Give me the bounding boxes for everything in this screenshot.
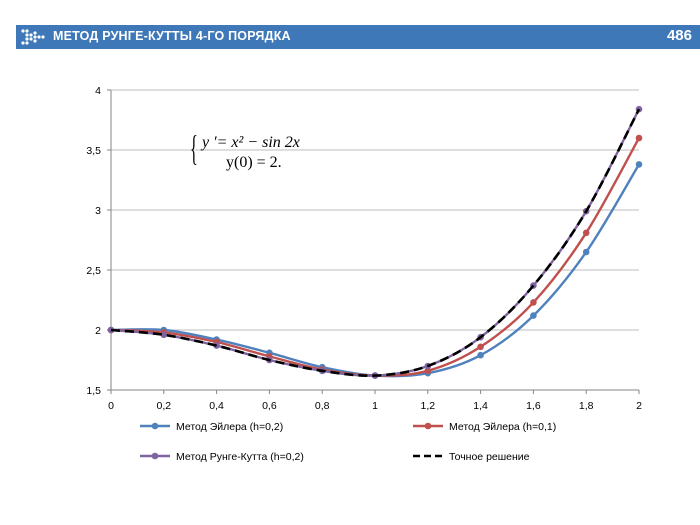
x-tick-label: 1,8 bbox=[579, 400, 594, 412]
legend-marker bbox=[151, 422, 159, 430]
data-point bbox=[424, 367, 432, 375]
x-tick-label: 0,8 bbox=[315, 400, 330, 412]
chevron-arrows-icon bbox=[21, 29, 45, 45]
chart-legend: Метод Эйлера (h=0,2) Метод Эйлера (h=0,1)… bbox=[140, 421, 556, 463]
y-tick-label: 2 bbox=[95, 325, 101, 337]
data-point bbox=[530, 299, 537, 306]
data-point bbox=[530, 312, 537, 319]
y-tick-label: 1,5 bbox=[86, 385, 101, 397]
chart-series bbox=[107, 105, 643, 379]
legend-marker bbox=[424, 422, 432, 430]
x-tick-label: 0 bbox=[108, 400, 114, 412]
data-point bbox=[635, 161, 643, 168]
x-tick-label: 1 bbox=[372, 400, 378, 412]
y-tick-label: 3 bbox=[95, 205, 101, 217]
data-point bbox=[582, 248, 590, 256]
legend-label: Метод Эйлера (h=0,2) bbox=[176, 421, 283, 433]
legend-marker bbox=[151, 452, 159, 460]
series-line-4 bbox=[110, 108, 641, 378]
legend-label: Метод Эйлера (h=0,1) bbox=[449, 421, 556, 433]
y-tick-label: 4 bbox=[95, 85, 101, 97]
data-point bbox=[477, 351, 484, 359]
x-tick-label: 0,6 bbox=[262, 400, 277, 412]
y-tick-label: 2,5 bbox=[86, 265, 101, 277]
header-bar: МЕТОД РУНГЕ-КУТТЫ 4-ГО ПОРЯДКА 486 bbox=[16, 25, 700, 49]
x-tick-label: 1,2 bbox=[420, 400, 435, 412]
legend-label: Точное решение bbox=[449, 451, 530, 463]
page-number: 486 bbox=[666, 27, 692, 44]
y-tick-label: 3,5 bbox=[86, 145, 101, 157]
equation-line-2: y(0) = 2. bbox=[226, 154, 282, 171]
x-tick-label: 0,4 bbox=[209, 400, 224, 412]
chart-axes: 1,5 2 2,5 3 3,5 4 0 0,2 0,4 0,6 0,8 1 1,2 1,4 1,6 1,8 2 bbox=[86, 85, 642, 412]
data-point bbox=[477, 343, 484, 351]
data-point bbox=[582, 229, 590, 237]
data-point bbox=[160, 331, 168, 339]
legend-label: Метод Рунге-Кутта (h=0,2) bbox=[176, 451, 304, 463]
x-tick-label: 0,2 bbox=[156, 400, 171, 412]
x-tick-label: 2 bbox=[636, 400, 642, 412]
x-tick-label: 1,6 bbox=[526, 400, 541, 412]
equation-brace: { bbox=[190, 128, 198, 168]
page-title: МЕТОД РУНГЕ-КУТТЫ 4-ГО ПОРЯДКА bbox=[53, 29, 291, 43]
data-point bbox=[635, 134, 643, 142]
x-tick-label: 1,4 bbox=[473, 400, 488, 412]
equation-line-1: y ′= x² − sin 2x bbox=[202, 134, 300, 151]
